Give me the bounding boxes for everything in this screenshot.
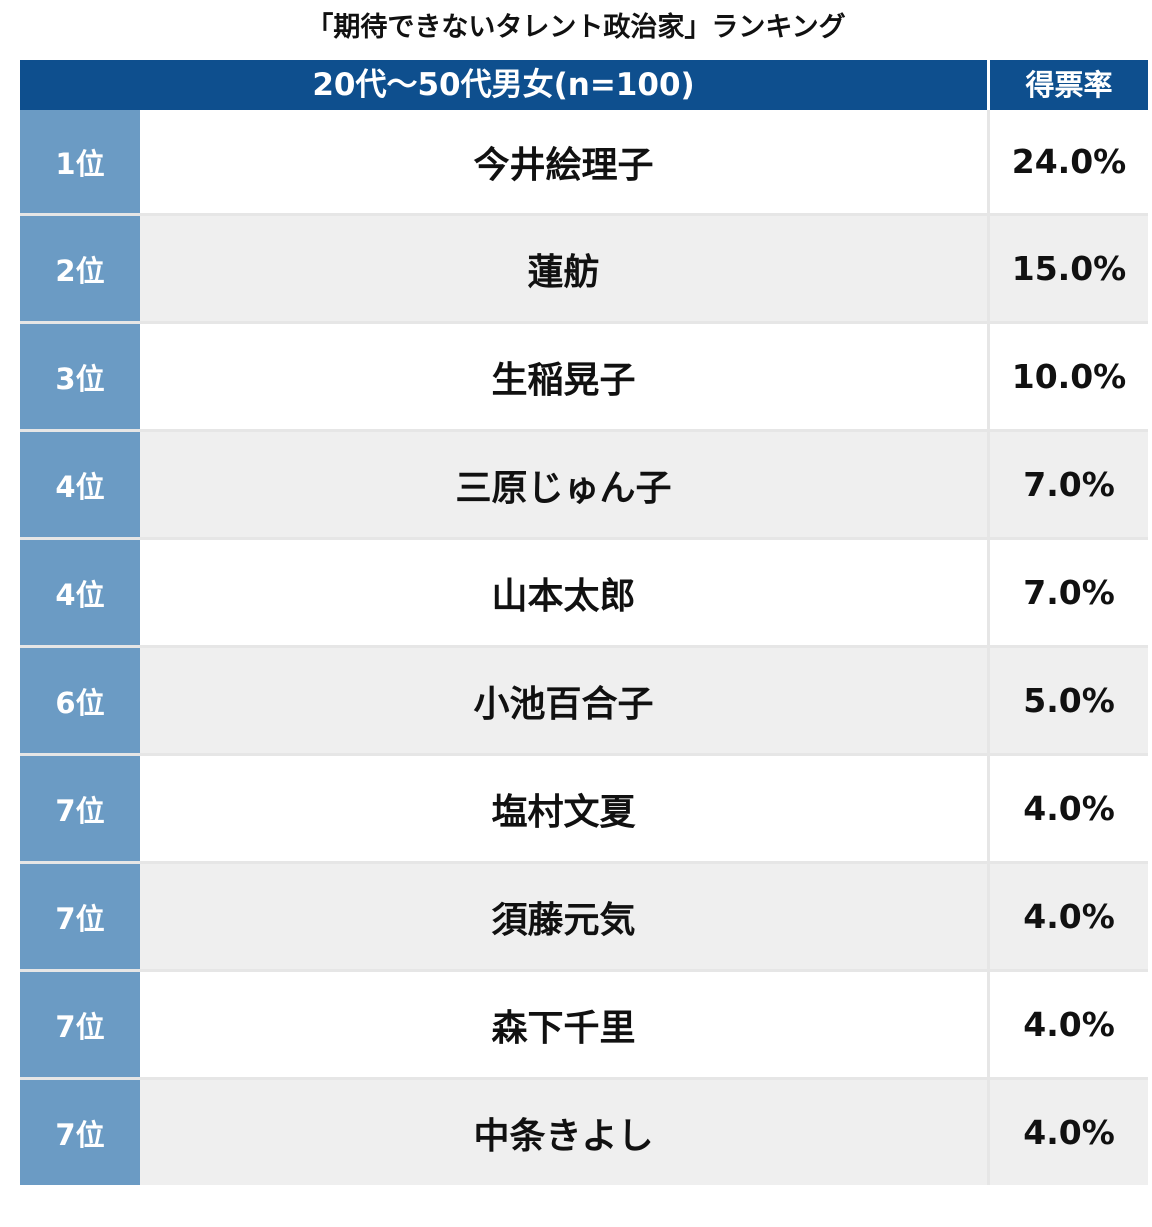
rank-cell: 7位: [20, 972, 140, 1077]
value-cell: 5.0%: [990, 648, 1148, 753]
name-cell: 三原じゅん子: [140, 432, 990, 537]
rank-cell: 2位: [20, 216, 140, 321]
value-cell: 4.0%: [990, 972, 1148, 1077]
name-cell: 森下千里: [140, 972, 990, 1077]
value-cell: 24.0%: [990, 110, 1148, 213]
chart-title: 「期待できないタレント政治家」ランキング: [306, 12, 846, 43]
rank-cell: 7位: [20, 1080, 140, 1185]
rank-cell: 4位: [20, 540, 140, 645]
name-cell: 山本太郎: [140, 540, 990, 645]
table-row: 4位 三原じゅん子 7.0%: [20, 429, 1148, 537]
value-header: 得票率: [1025, 68, 1113, 102]
name-cell: 中条きよし: [140, 1080, 990, 1185]
value-cell: 4.0%: [990, 756, 1148, 861]
rank-cell: 3位: [20, 324, 140, 429]
rank-cell: 7位: [20, 864, 140, 969]
value-cell: 15.0%: [990, 216, 1148, 321]
value-cell: 4.0%: [990, 1080, 1148, 1185]
value-cell: 7.0%: [990, 540, 1148, 645]
group-header: 20代〜50代男女(n=100): [20, 60, 990, 110]
name-cell: 生稲晃子: [140, 324, 990, 429]
table-row: 6位 小池百合子 5.0%: [20, 645, 1148, 753]
table-row: 7位 森下千里 4.0%: [20, 969, 1148, 1077]
rank-cell: 4位: [20, 432, 140, 537]
table-row: 7位 塩村文夏 4.0%: [20, 753, 1148, 861]
name-cell: 今井絵理子: [140, 110, 990, 213]
value-cell: 7.0%: [990, 432, 1148, 537]
name-cell: 蓮舫: [140, 216, 990, 321]
rank-cell: 7位: [20, 756, 140, 861]
table-row: 4位 山本太郎 7.0%: [20, 537, 1148, 645]
value-cell: 4.0%: [990, 864, 1148, 969]
rank-cell: 1位: [20, 110, 140, 213]
name-cell: 塩村文夏: [140, 756, 990, 861]
table-body: 1位 今井絵理子 24.0% 2位 蓮舫 15.0% 3位 生稲晃子 10.0% 4位 三原じゅん子…: [20, 110, 1148, 1185]
table-row: 1位 今井絵理子 24.0%: [20, 110, 1148, 213]
table-row: 2位 蓮舫 15.0%: [20, 213, 1148, 321]
rank-cell: 6位: [20, 648, 140, 753]
name-cell: 小池百合子: [140, 648, 990, 753]
name-cell: 須藤元気: [140, 864, 990, 969]
table-row: 7位 中条きよし 4.0%: [20, 1077, 1148, 1185]
table-row: 7位 須藤元気 4.0%: [20, 861, 1148, 969]
table-row: 3位 生稲晃子 10.0%: [20, 321, 1148, 429]
table-header: 20代〜50代男女(n=100) 得票率: [20, 60, 1148, 110]
ranking-table: 20代〜50代男女(n=100) 得票率 1位 今井絵理子 24.0% 2位 蓮舫 15.…: [20, 60, 1148, 1185]
value-cell: 10.0%: [990, 324, 1148, 429]
